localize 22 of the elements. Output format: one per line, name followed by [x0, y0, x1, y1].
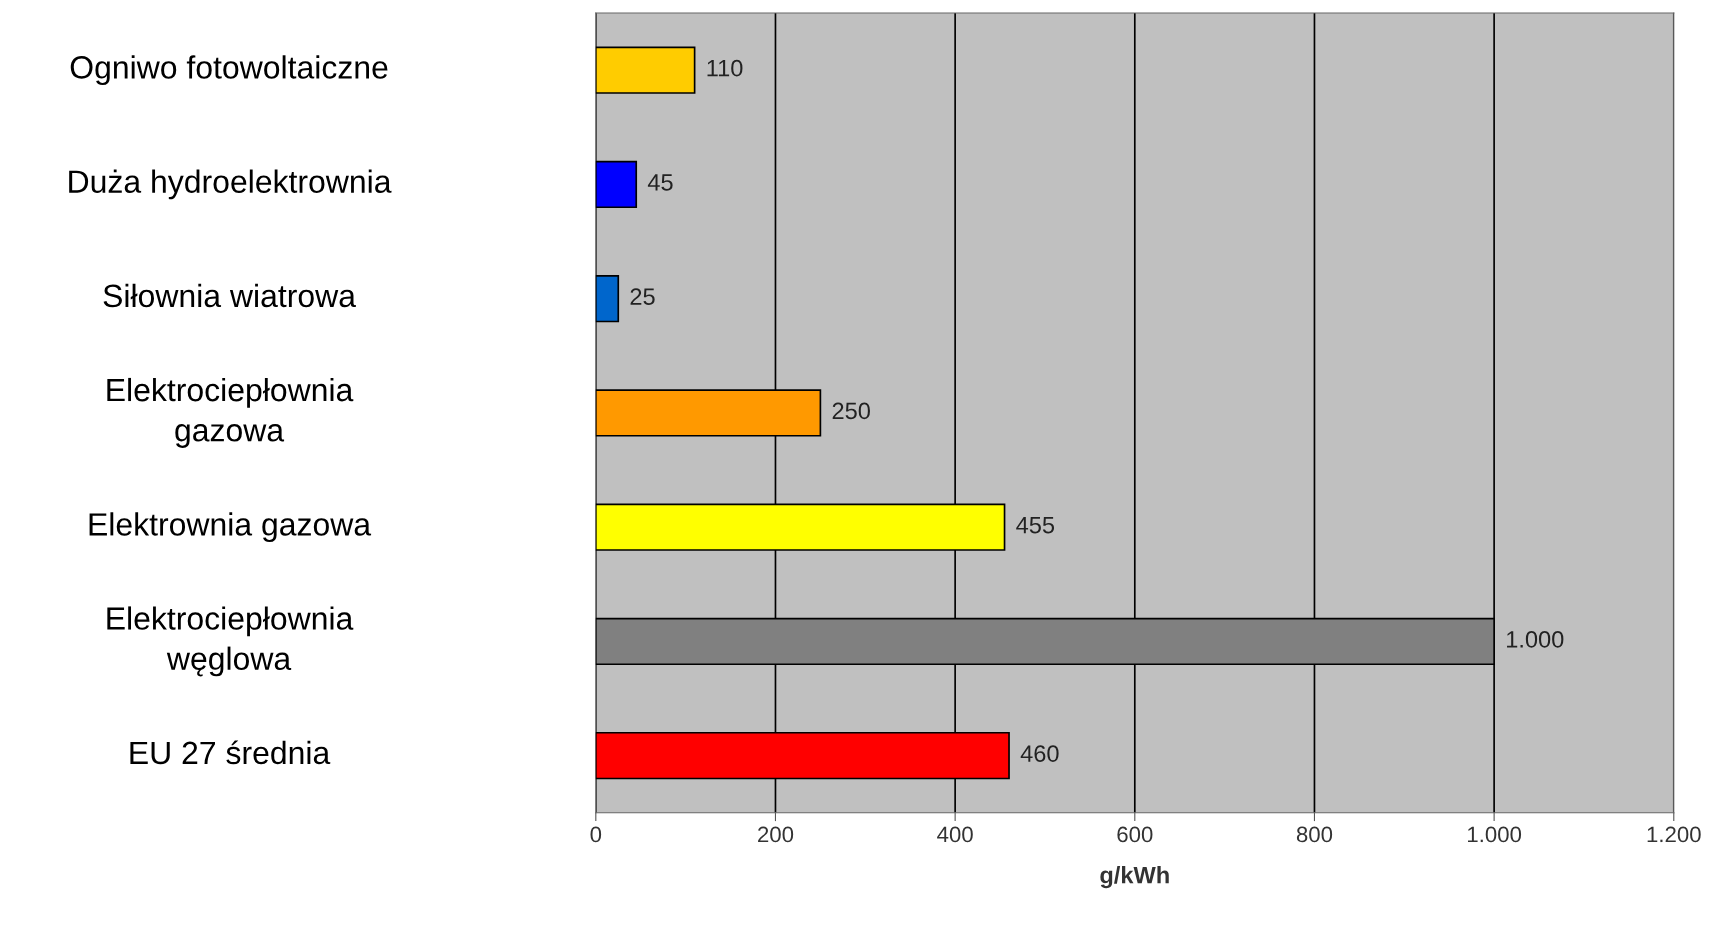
data-label: 250 [832, 402, 870, 420]
x-tick-label: 400 [937, 826, 973, 843]
x-tick-label: 200 [758, 826, 794, 843]
y-tick-label: Elektrociepłownia gazowa [107, 377, 354, 448]
y-tick-label: Siłownia wiatrowa [103, 283, 356, 308]
y-tick-label: Elektrociepłownia węglowa [107, 606, 354, 677]
y-tick-label: Ogniwo fotowoltaiczne [70, 55, 388, 86]
x-tick-label: 600 [1117, 826, 1153, 843]
y-tick-label: Elektrownia gazowa [89, 512, 372, 543]
x-tick-label: 800 [1296, 826, 1333, 843]
data-label: 1.000 [1507, 631, 1564, 648]
x-tick-label: 1.000 [1468, 826, 1522, 843]
x-tick-label: 1.200 [1647, 826, 1701, 843]
data-label: 455 [1016, 517, 1055, 534]
data-label: 25 [630, 288, 655, 305]
data-label: 45 [647, 174, 673, 191]
data-label: 110 [707, 59, 743, 77]
x-tick-label: 0 [590, 826, 602, 843]
x-axis-title: g/kWh [1100, 866, 1169, 889]
data-label: 460 [1020, 745, 1059, 762]
y-tick-label: EU 27 średnia [130, 740, 331, 765]
y-tick-label: Duża hydroelektrownia [69, 169, 392, 200]
